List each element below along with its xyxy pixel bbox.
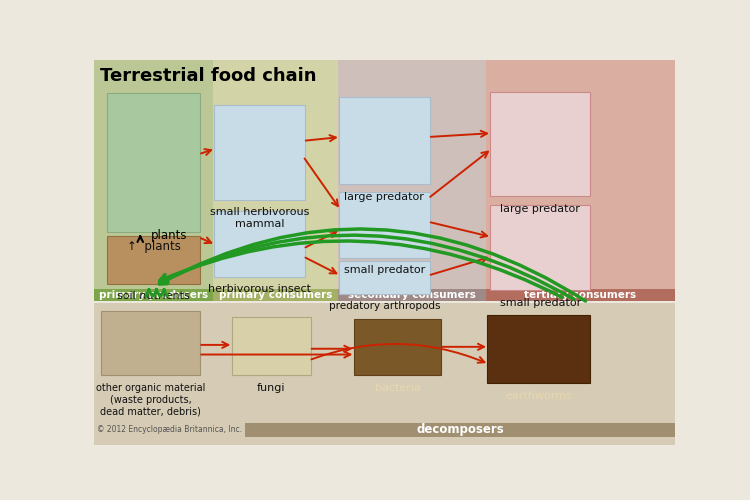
Text: large predator: large predator [344, 192, 424, 202]
Bar [94, 60, 213, 289]
FancyBboxPatch shape [106, 236, 200, 284]
Bar [486, 289, 675, 300]
Text: primary consumers: primary consumers [219, 290, 332, 300]
FancyBboxPatch shape [339, 261, 430, 294]
FancyBboxPatch shape [214, 211, 304, 277]
Text: predatory arthropods: predatory arthropods [328, 302, 440, 312]
Text: small predator: small predator [500, 298, 580, 308]
Text: soil nutrients: soil nutrients [117, 290, 190, 300]
Bar [213, 60, 338, 289]
Bar [244, 422, 675, 438]
Bar [94, 302, 675, 445]
Text: © 2012 Encyclopædia Britannica, Inc.: © 2012 Encyclopædia Britannica, Inc. [97, 426, 242, 434]
FancyBboxPatch shape [490, 92, 590, 196]
Text: Terrestrial food chain: Terrestrial food chain [100, 67, 316, 85]
FancyBboxPatch shape [106, 94, 200, 232]
Bar [338, 289, 486, 300]
Bar [338, 60, 486, 289]
Bar [486, 60, 675, 289]
FancyBboxPatch shape [100, 311, 200, 375]
FancyBboxPatch shape [339, 98, 430, 184]
Text: primary producers: primary producers [99, 290, 208, 300]
Text: secondary consumers: secondary consumers [348, 290, 476, 300]
FancyBboxPatch shape [214, 105, 304, 200]
Text: small herbivorous
mammal: small herbivorous mammal [210, 207, 309, 229]
Text: herbivorous insect: herbivorous insect [208, 284, 311, 294]
FancyBboxPatch shape [232, 317, 310, 375]
FancyBboxPatch shape [488, 315, 590, 382]
Text: ↑  plants: ↑ plants [127, 240, 181, 253]
FancyBboxPatch shape [353, 318, 441, 375]
Bar [94, 289, 213, 300]
Text: bacteria: bacteria [375, 382, 421, 392]
Text: large predator: large predator [500, 204, 580, 214]
Text: small predator: small predator [344, 265, 425, 275]
Text: decomposers: decomposers [416, 424, 504, 436]
FancyBboxPatch shape [339, 192, 430, 258]
Text: tertiary consumers: tertiary consumers [524, 290, 637, 300]
Text: other organic material
(waste products,
dead matter, debris): other organic material (waste products, … [96, 383, 206, 416]
Bar [213, 289, 338, 300]
Text: plants: plants [151, 229, 188, 242]
Text: fungi: fungi [256, 382, 285, 392]
FancyBboxPatch shape [490, 205, 590, 290]
Text: earthworms: earthworms [505, 390, 572, 400]
